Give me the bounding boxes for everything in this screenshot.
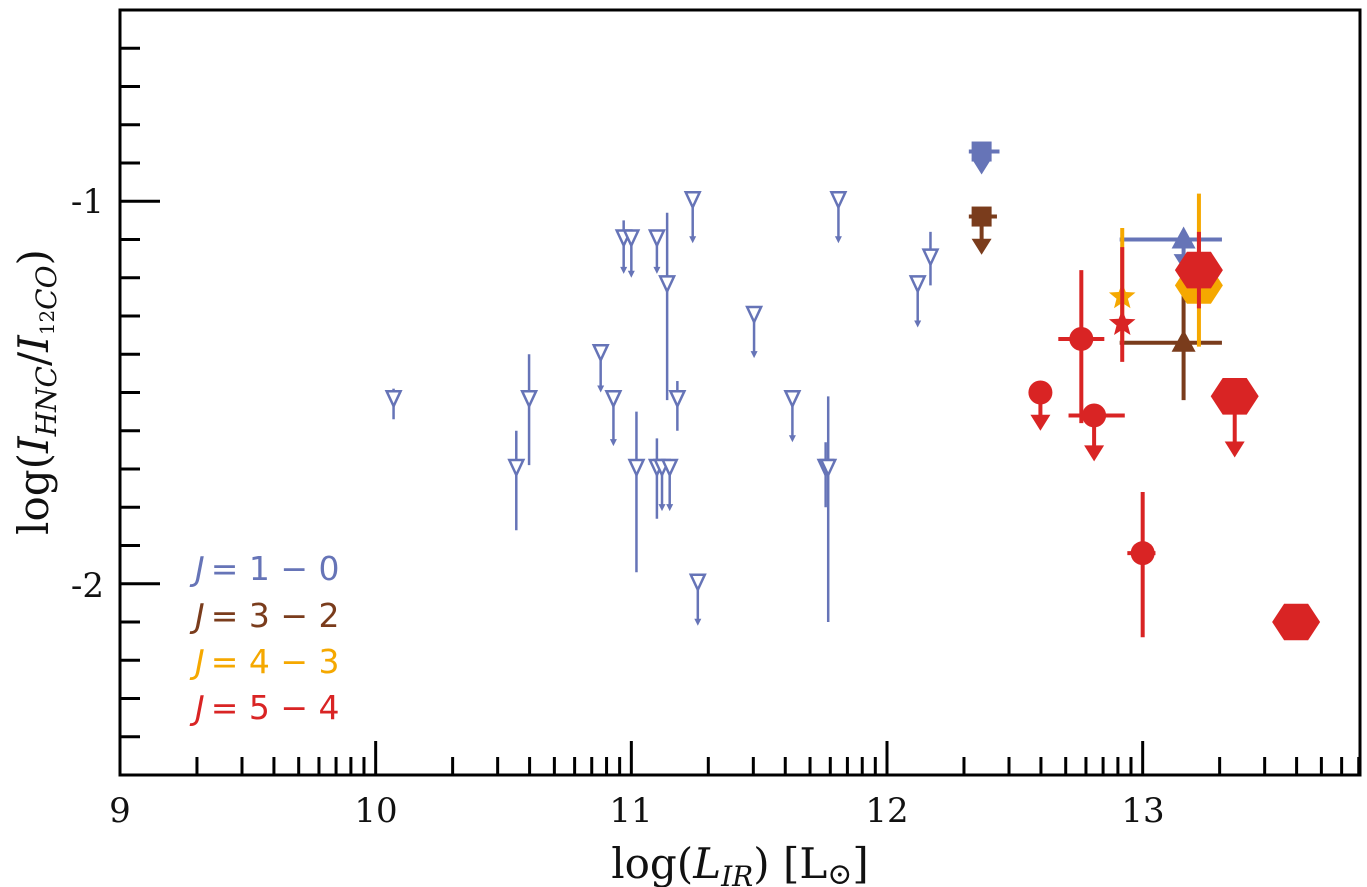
data-point	[1272, 603, 1321, 641]
data-point	[1068, 403, 1125, 462]
upper-limit-arrow-head	[1084, 445, 1105, 462]
upper-limit-arrow-head	[971, 158, 992, 175]
upper-limit-arrow-head	[627, 270, 635, 278]
y-tick-label: -1	[71, 182, 104, 222]
marker-open-triangle	[683, 191, 702, 211]
data-point	[968, 141, 1000, 175]
data-point	[1210, 378, 1259, 458]
marker-open-triangle	[507, 458, 526, 478]
marker-circle	[1028, 380, 1053, 405]
marker-triangle	[1171, 329, 1196, 352]
data-point	[384, 388, 403, 420]
marker-triangle	[1171, 226, 1196, 249]
marker-star	[1108, 309, 1136, 335]
upper-limit-arrow-head	[788, 435, 796, 443]
data-point	[627, 411, 646, 573]
marker-open-triangle	[627, 458, 646, 478]
data-point	[908, 275, 927, 328]
upper-limit-arrow-head	[694, 618, 702, 626]
upper-limit-arrow-head	[914, 320, 922, 328]
marker-open-triangle	[668, 389, 687, 410]
upper-limit-arrow-head	[971, 238, 992, 255]
data-point	[816, 442, 835, 508]
marker-square	[971, 206, 992, 227]
x-tick-label: 12	[865, 791, 908, 831]
data-point	[1119, 285, 1222, 401]
upper-limit-arrow-head	[653, 266, 661, 274]
marker-open-triangle	[829, 191, 848, 211]
axes-ticks	[118, 46, 1361, 775]
data-point	[1127, 491, 1156, 638]
marker-open-triangle	[819, 458, 838, 478]
data-point	[658, 212, 677, 401]
upper-limit-arrow-head	[609, 439, 617, 447]
legend-entry-j10: J = 1 − 0	[189, 549, 340, 588]
marker-circle	[1069, 326, 1094, 351]
upper-limit-arrow-head	[750, 351, 758, 359]
upper-limit-arrow-head	[666, 504, 674, 512]
data-point	[783, 389, 802, 443]
data-point	[1108, 247, 1136, 362]
marker-open-triangle	[520, 389, 539, 410]
x-tick-label: 11	[609, 791, 652, 831]
data-point	[688, 573, 707, 626]
data-point	[1174, 231, 1223, 309]
data-point	[591, 343, 610, 393]
x-tick-label: 9	[109, 791, 131, 831]
marker-open-triangle	[921, 248, 940, 268]
data-point	[520, 354, 539, 466]
data-marks	[384, 141, 1321, 641]
data-point	[745, 305, 764, 359]
upper-limit-arrow-head	[1030, 414, 1051, 431]
marker-square	[971, 141, 992, 162]
data-point	[647, 229, 666, 274]
marker-hexagon	[1210, 378, 1259, 415]
marker-circle	[1130, 541, 1155, 566]
data-point	[660, 458, 679, 512]
upper-limit-arrow-head	[1224, 441, 1245, 458]
x-tick-label: 13	[1121, 791, 1164, 831]
data-point	[819, 396, 838, 622]
marker-open-triangle	[622, 229, 641, 249]
legend-entry-j54: J = 5 − 4	[189, 688, 340, 727]
marker-open-triangle	[688, 573, 707, 593]
data-point	[622, 229, 641, 278]
y-axis-label: log(IHNC/I12CO)	[9, 249, 63, 535]
legend-entry-j43: J = 4 − 3	[189, 642, 340, 681]
x-axis-label: log(LIR) [L⊙]	[611, 839, 869, 887]
marker-open-triangle	[658, 275, 677, 295]
data-point	[668, 381, 687, 431]
plot-frame	[118, 8, 1362, 777]
marker-hexagon	[1174, 251, 1223, 289]
marker-open-triangle	[908, 275, 927, 295]
marker-open-triangle	[660, 458, 679, 478]
data-point	[921, 231, 940, 286]
marker-circle	[1082, 403, 1107, 428]
data-point	[1028, 380, 1053, 431]
legend: J = 1 − 0 J = 3 − 2 J = 4 − 3 J = 5 − 4	[189, 549, 340, 727]
marker-open-triangle	[591, 343, 610, 364]
marker-open-triangle	[647, 229, 666, 249]
data-point	[968, 206, 997, 255]
upper-limit-arrow-head	[658, 504, 666, 512]
upper-limit-arrow-head	[834, 236, 842, 244]
marker-open-triangle	[783, 389, 802, 410]
marker-open-triangle	[604, 389, 623, 410]
upper-limit-arrow-head	[620, 266, 628, 274]
marker-hexagon	[1272, 603, 1321, 641]
data-point	[604, 389, 623, 447]
data-point	[683, 191, 702, 244]
marker-open-triangle	[384, 389, 403, 410]
data-point	[1058, 270, 1105, 424]
y-tick-label: -2	[71, 566, 104, 606]
upper-limit-arrow-head	[597, 385, 605, 393]
upper-limit-arrow-head	[689, 236, 697, 244]
data-point	[507, 430, 526, 531]
data-point	[829, 191, 848, 244]
x-tick-label: 10	[354, 791, 397, 831]
legend-entry-j32: J = 3 − 2	[189, 596, 340, 635]
marker-open-triangle	[745, 305, 764, 325]
data-point	[614, 220, 633, 274]
